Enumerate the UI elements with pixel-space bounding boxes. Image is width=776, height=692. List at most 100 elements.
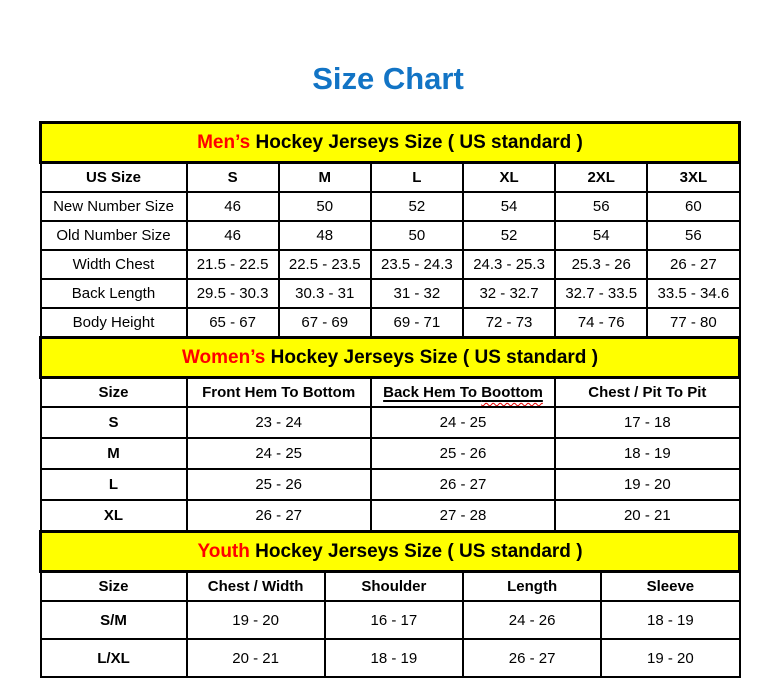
table-row: Back Length 29.5 - 30.3 30.3 - 31 31 - 3…: [39, 278, 741, 310]
youth-section-header-row: Youth Hockey Jerseys Size ( US standard …: [39, 530, 741, 574]
size-value: 56: [646, 220, 741, 252]
youth-column-header: Chest / Width: [185, 570, 326, 603]
size-value: 60: [646, 191, 741, 223]
size-value: 32.7 - 33.5: [554, 278, 649, 310]
size-value: 32 - 32.7: [461, 278, 557, 310]
size-value: 22.5 - 23.5: [277, 249, 372, 281]
row-label: S/M: [39, 600, 188, 641]
size-chart-page: Size Chart Men’s Hockey Jerseys Size ( U…: [39, 61, 741, 679]
size-value: 56: [554, 191, 649, 223]
mens-column-header: XL: [461, 161, 557, 194]
womens-column-header-back-hem: Back Hem To Boottom: [369, 376, 557, 409]
table-row: L/XL 20 - 21 18 - 19 26 - 27 19 - 20: [39, 638, 741, 679]
size-value: 74 - 76: [554, 307, 649, 339]
underlined-header-text: Back Hem To Boottom: [383, 384, 543, 401]
youth-column-header: Length: [461, 570, 603, 603]
size-value: 18 - 19: [600, 600, 741, 641]
mens-section-highlight: Men’s: [197, 131, 251, 153]
youth-section-header: Youth Hockey Jerseys Size ( US standard …: [39, 530, 741, 574]
size-value: 54: [554, 220, 649, 252]
youth-section-highlight: Youth: [197, 540, 250, 562]
size-value: 26 - 27: [461, 638, 603, 679]
size-value: 19 - 20: [185, 600, 326, 641]
size-value: 25.3 - 26: [554, 249, 649, 281]
row-label: L: [39, 468, 188, 502]
row-label: XL: [39, 499, 188, 533]
youth-column-header: Size: [39, 570, 188, 603]
back-hem-prefix: Back Hem To: [383, 384, 482, 402]
size-value: 21.5 - 22.5: [185, 249, 280, 281]
size-value: 23.5 - 24.3: [369, 249, 464, 281]
table-row: Body Height 65 - 67 67 - 69 69 - 71 72 -…: [39, 307, 741, 339]
size-value: 52: [369, 191, 464, 223]
size-value: 77 - 80: [646, 307, 741, 339]
womens-section-title-rest: Hockey Jerseys Size ( US standard ): [265, 346, 599, 368]
row-label: Old Number Size: [39, 220, 188, 252]
size-value: 65 - 67: [185, 307, 280, 339]
row-label: New Number Size: [39, 191, 188, 223]
row-label: L/XL: [39, 638, 188, 679]
row-label: Body Height: [39, 307, 188, 339]
size-value: 19 - 20: [600, 638, 741, 679]
size-value: 48: [277, 220, 372, 252]
youth-size-table: Youth Hockey Jerseys Size ( US standard …: [39, 530, 741, 679]
size-value: 19 - 20: [554, 468, 741, 502]
mens-column-header: M: [277, 161, 372, 194]
table-row: S/M 19 - 20 16 - 17 24 - 26 18 - 19: [39, 600, 741, 641]
womens-section-header: Women’s Hockey Jerseys Size ( US standar…: [39, 336, 741, 380]
size-value: 25 - 26: [369, 437, 557, 471]
size-value: 27 - 28: [369, 499, 557, 533]
size-value: 24 - 25: [369, 406, 557, 440]
size-value: 46: [185, 220, 280, 252]
size-value: 17 - 18: [554, 406, 741, 440]
size-value: 31 - 32: [369, 278, 464, 310]
table-row: XL 26 - 27 27 - 28 20 - 21: [39, 499, 741, 533]
size-value: 16 - 17: [323, 600, 465, 641]
size-value: 26 - 27: [646, 249, 741, 281]
size-value: 67 - 69: [277, 307, 372, 339]
table-row: S 23 - 24 24 - 25 17 - 18: [39, 406, 741, 440]
womens-size-table: Women’s Hockey Jerseys Size ( US standar…: [39, 336, 741, 533]
youth-section-title-rest: Hockey Jerseys Size ( US standard ): [249, 540, 583, 562]
size-value: 33.5 - 34.6: [646, 278, 741, 310]
size-value: 24 - 25: [185, 437, 372, 471]
womens-section-highlight: Women’s: [181, 346, 266, 368]
size-value: 26 - 27: [369, 468, 557, 502]
size-value: 72 - 73: [461, 307, 557, 339]
size-value: 23 - 24: [185, 406, 372, 440]
size-value: 69 - 71: [369, 307, 464, 339]
size-value: 26 - 27: [185, 499, 372, 533]
size-value: 46: [185, 191, 280, 223]
womens-section-header-row: Women’s Hockey Jerseys Size ( US standar…: [39, 336, 741, 380]
youth-column-header: Shoulder: [323, 570, 465, 603]
mens-section-header-row: Men’s Hockey Jerseys Size ( US standard …: [39, 121, 741, 165]
table-row: New Number Size 46 50 52 54 56 60: [39, 191, 741, 223]
size-value: 52: [461, 220, 557, 252]
size-value: 24 - 26: [461, 600, 603, 641]
mens-size-table: Men’s Hockey Jerseys Size ( US standard …: [39, 121, 741, 339]
row-label: S: [39, 406, 188, 440]
womens-column-header: Front Hem To Bottom: [185, 376, 372, 409]
mens-section-header: Men’s Hockey Jerseys Size ( US standard …: [39, 121, 741, 165]
womens-column-header: Chest / Pit To Pit: [554, 376, 741, 409]
mens-column-header: L: [369, 161, 464, 194]
youth-header-row: Size Chest / Width Shoulder Length Sleev…: [39, 570, 741, 603]
size-value: 20 - 21: [554, 499, 741, 533]
mens-header-row: US Size S M L XL 2XL 3XL: [39, 161, 741, 194]
size-value: 29.5 - 30.3: [185, 278, 280, 310]
mens-column-header: US Size: [39, 161, 188, 194]
youth-column-header: Sleeve: [600, 570, 741, 603]
size-value: 18 - 19: [554, 437, 741, 471]
row-label: Width Chest: [39, 249, 188, 281]
mens-column-header: 2XL: [554, 161, 649, 194]
mens-column-header: 3XL: [646, 161, 741, 194]
size-value: 50: [369, 220, 464, 252]
table-row: L 25 - 26 26 - 27 19 - 20: [39, 468, 741, 502]
size-value: 20 - 21: [185, 638, 326, 679]
table-row: Width Chest 21.5 - 22.5 22.5 - 23.5 23.5…: [39, 249, 741, 281]
size-value: 54: [461, 191, 557, 223]
size-value: 50: [277, 191, 372, 223]
size-value: 25 - 26: [185, 468, 372, 502]
table-row: M 24 - 25 25 - 26 18 - 19: [39, 437, 741, 471]
spellcheck-squiggle-word: Boottom: [481, 384, 543, 402]
